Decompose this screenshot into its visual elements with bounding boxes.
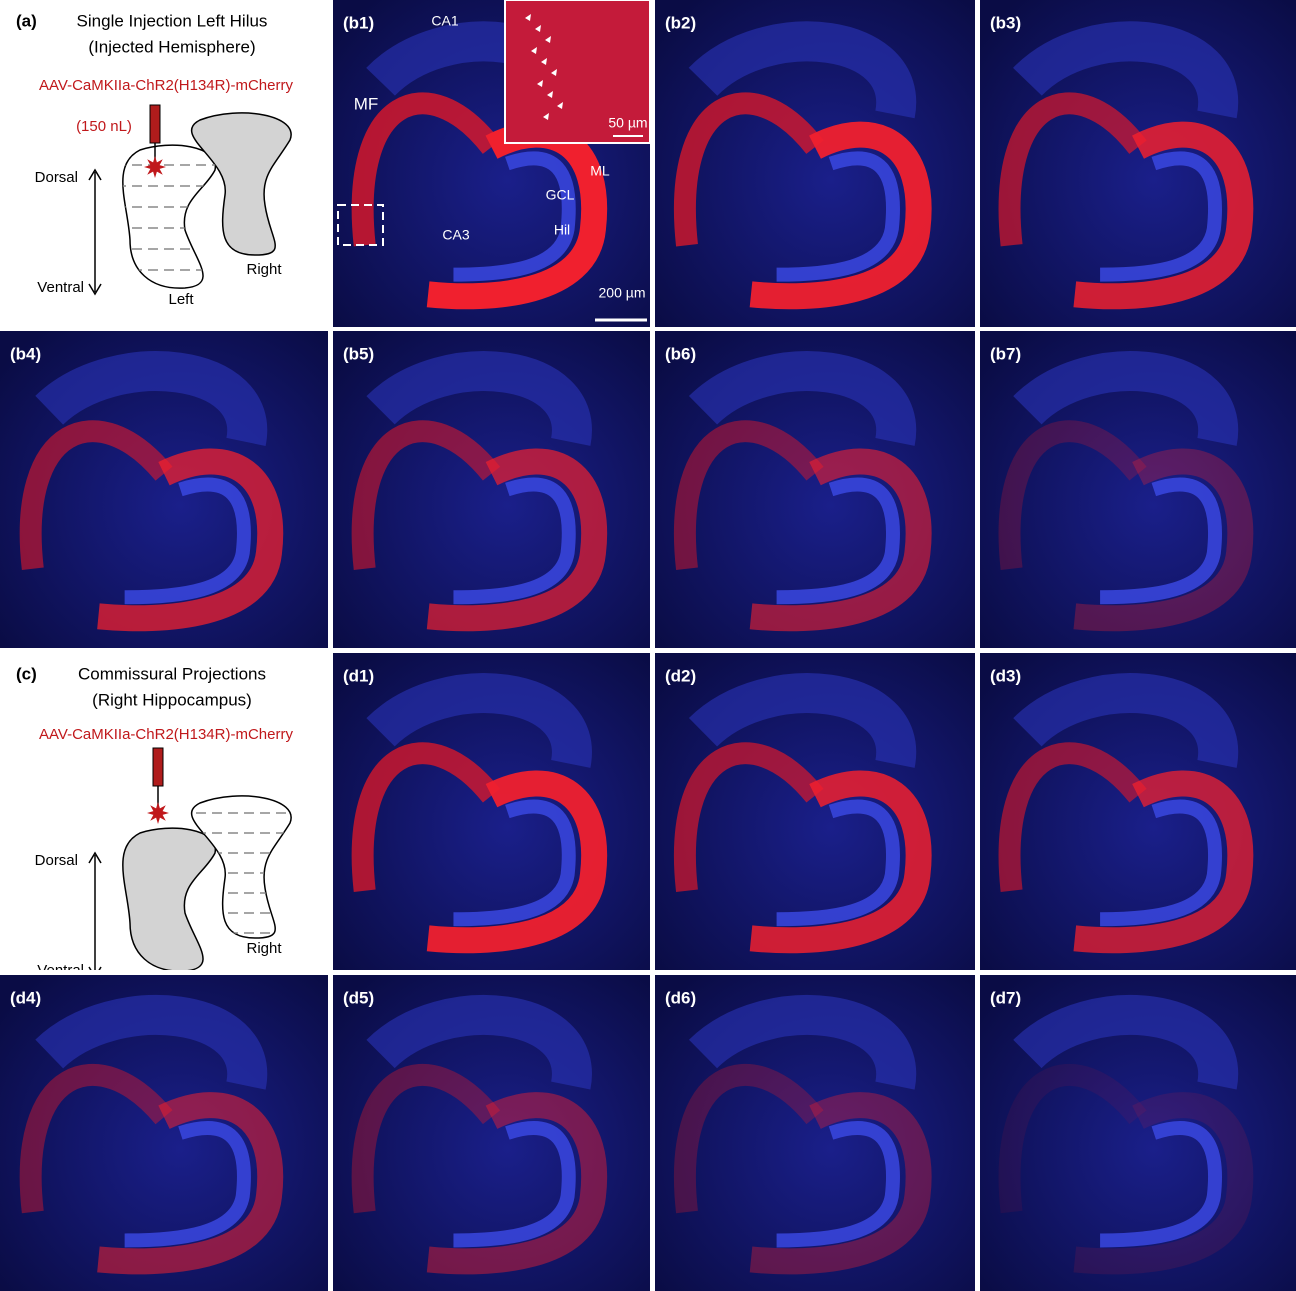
virus-label: AAV-CaMKIIa-ChR2(H134R)-mCherry: [39, 726, 293, 743]
panel-canvas: (b2): [655, 0, 975, 327]
panel-canvas: (d1)CA1MLGCLHilCA3: [333, 653, 650, 970]
right-label: Right: [246, 261, 282, 278]
micrograph: (b4): [0, 331, 328, 648]
panel-label: (d1): [343, 666, 374, 685]
panel-canvas: (b7): [980, 331, 1296, 648]
region-label: ML: [590, 163, 610, 179]
scale-bar-label: 200 µm: [599, 285, 646, 301]
panel-canvas: (b4): [0, 331, 328, 648]
injection-site: [147, 802, 169, 824]
region-label: Hil: [554, 222, 570, 238]
schematic-subtitle: (Injected Hemisphere): [88, 37, 255, 56]
region-label: GCL: [546, 187, 575, 203]
panel-canvas: (d2): [655, 653, 975, 970]
micrograph: (b2): [655, 0, 975, 327]
hemispheres: Dorsal Ventral Left Right: [35, 105, 300, 308]
panel-label: (b5): [343, 344, 374, 363]
figure: (a) Single Injection Left Hilus (Injected …: [0, 0, 1296, 1291]
panel-canvas: (d3): [980, 653, 1296, 970]
panel-canvas: (b1) CA1 MF GCL ML CA3 Hil 200 µm 50 µm: [333, 0, 650, 327]
dorsal-label: Dorsal: [35, 169, 78, 186]
panel-label: (b7): [990, 344, 1021, 363]
panel-label: (b4): [10, 344, 41, 363]
panel-canvas: (a) Single Injection Left Hilus (Injected …: [0, 0, 328, 327]
micrograph: (d7): [980, 975, 1296, 1291]
ventral-label: Ventral: [37, 962, 84, 970]
panel-label: (d3): [990, 666, 1021, 685]
region-label: CA1: [431, 13, 458, 29]
panel-canvas: (b3): [980, 0, 1296, 327]
panel-canvas: (b6): [655, 331, 975, 648]
panel-canvas: (d4): [0, 975, 328, 1291]
panel-canvas: (c) Commissural Projections (Right Hippoca…: [0, 653, 328, 970]
micrograph: (d2): [655, 653, 975, 970]
right-hippocampus: [192, 796, 292, 938]
schematic-title: Commissural Projections: [78, 664, 266, 683]
schematic-panel: (c) Commissural Projections (Right Hippoca…: [0, 653, 328, 970]
micrograph: (b5): [333, 331, 650, 648]
injection-site: [144, 156, 166, 178]
panel-label: (d5): [343, 988, 374, 1007]
panel-label: (b3): [990, 13, 1021, 32]
panel-label: (d4): [10, 988, 41, 1007]
panel-canvas: (d5): [333, 975, 650, 1291]
panel-label: (d7): [990, 988, 1021, 1007]
panel-label: (c): [16, 664, 37, 683]
schematic-panel: (a) Single Injection Left Hilus (Injected …: [0, 0, 328, 327]
panel-canvas: (d6): [655, 975, 975, 1291]
panel-label: (d6): [665, 988, 696, 1007]
micrograph: (b1) CA1 MF GCL ML CA3 Hil 200 µm 50 µm: [333, 0, 650, 327]
micrograph: (d6): [655, 975, 975, 1291]
left-label: Left: [168, 291, 194, 308]
virus-label: AAV-CaMKIIa-ChR2(H134R)-mCherry: [39, 77, 293, 94]
schematic-title: Single Injection Left Hilus: [77, 11, 268, 30]
panel-label: (b1): [343, 13, 374, 32]
right-hippocampus: [192, 113, 292, 255]
volume-label: (150 nL): [76, 118, 132, 135]
ventral-label: Ventral: [37, 279, 84, 296]
panel-canvas: (d7): [980, 975, 1296, 1291]
panel-label: (a): [16, 11, 37, 30]
syringe: [153, 748, 163, 786]
region-label: CA3: [442, 227, 469, 243]
region-label: MF: [354, 94, 379, 113]
panel-label: (d2): [665, 666, 696, 685]
micrograph: (d4): [0, 975, 328, 1291]
micrograph: (d3): [980, 653, 1296, 970]
micrograph: (b3): [980, 0, 1296, 327]
scale-bar-label: 50 µm: [608, 115, 647, 131]
micrograph: (b6): [655, 331, 975, 648]
panel-canvas: (b5): [333, 331, 650, 648]
dorsal-label: Dorsal: [35, 852, 78, 869]
right-label: Right: [246, 940, 282, 957]
left-hippocampus: [123, 828, 216, 970]
syringe: [150, 105, 160, 143]
panel-label: (b2): [665, 13, 696, 32]
micrograph: (b7): [980, 331, 1296, 648]
left-hippocampus: [123, 145, 216, 288]
schematic-subtitle: (Right Hippocampus): [92, 690, 252, 709]
panel-label: (b6): [665, 344, 696, 363]
micrograph: (d1)CA1MLGCLHilCA3: [333, 653, 650, 970]
micrograph: (d5): [333, 975, 650, 1291]
